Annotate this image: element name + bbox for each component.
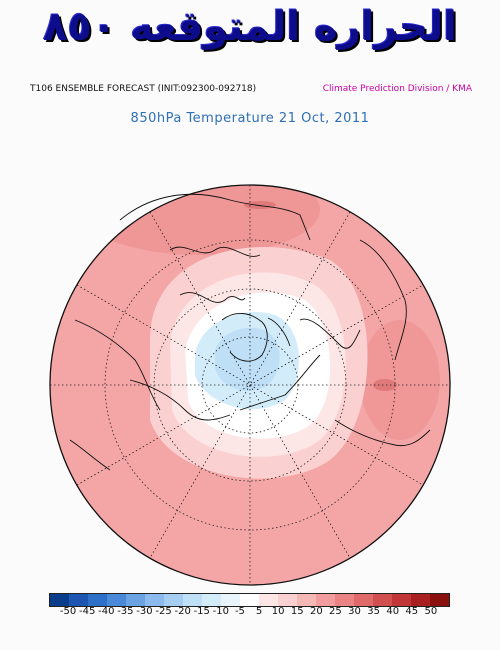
colorbar-tick-label: -5	[234, 606, 245, 617]
colorbar-tick-label: -50	[59, 606, 77, 617]
colorbar-tick-label: -20	[174, 606, 191, 617]
colorbar-ticks: -50 -45 -40 -35 -30 -25 -20 -15 -10 -5 5 10 15 20 25 30…	[0, 606, 500, 620]
colorbar-swatch	[69, 594, 88, 606]
colorbar-swatch	[278, 594, 297, 606]
colorbar-swatch	[50, 594, 69, 606]
colorbar-tick-label: 5	[255, 606, 263, 617]
colorbar-tick-label: -10	[212, 606, 230, 617]
colorbar-tick-label: 50	[424, 606, 438, 617]
colorbar-swatch	[88, 594, 107, 606]
colorbar-tick-label: -40	[98, 606, 115, 617]
colorbar-tick-label: 45	[405, 606, 419, 617]
colorbar-swatch	[164, 594, 183, 606]
model-run-label: T106 ENSEMBLE FORECAST (INIT:092300-0927…	[30, 84, 257, 94]
colorbar-swatch	[392, 594, 411, 606]
colorbar-swatch	[354, 594, 373, 606]
colorbar-tick-label: -35	[117, 606, 134, 617]
colorbar-swatch	[259, 594, 278, 606]
colorbar-tick-label: 30	[348, 606, 361, 617]
colorbar-swatch	[297, 594, 316, 606]
colorbar-swatch	[183, 594, 202, 606]
colorbar-tick-label: 20	[309, 606, 323, 617]
colorbar-swatch	[411, 594, 430, 606]
colorbar-swatch	[221, 594, 240, 606]
colorbar-tick-label: -45	[79, 606, 96, 617]
banner-title: الحراره المتوقعه ٨٥٠	[43, 4, 457, 50]
colorbar-tick-label: 10	[271, 606, 285, 617]
colorbar	[49, 593, 450, 607]
colorbar-tick-label: 35	[367, 606, 380, 617]
colorbar-swatch	[107, 594, 126, 606]
colorbar-tick-label: -25	[155, 606, 172, 617]
source-label: Climate Prediction Division / KMA	[322, 84, 472, 94]
coastlines	[69, 193, 431, 471]
colorbar-swatch	[202, 594, 221, 606]
colorbar-tick-label: -30	[136, 606, 153, 617]
graticule	[50, 185, 450, 585]
colorbar-swatch	[240, 594, 259, 606]
colorbar-swatch	[126, 594, 145, 606]
colorbar-tick-label: -15	[193, 606, 210, 617]
colorbar-tick-label: 25	[329, 606, 342, 617]
colorbar-swatch	[316, 594, 335, 606]
map-title: 850hPa Temperature 21 Oct, 2011	[130, 111, 370, 126]
map-border	[49, 184, 451, 586]
colorbar-swatch	[335, 594, 354, 606]
colorbar-swatch	[145, 594, 164, 606]
colorbar-tick-label: 40	[386, 606, 400, 617]
colorbar-swatch	[373, 594, 392, 606]
colorbar-tick-label: 15	[290, 606, 304, 617]
colorbar-swatch	[430, 594, 449, 606]
